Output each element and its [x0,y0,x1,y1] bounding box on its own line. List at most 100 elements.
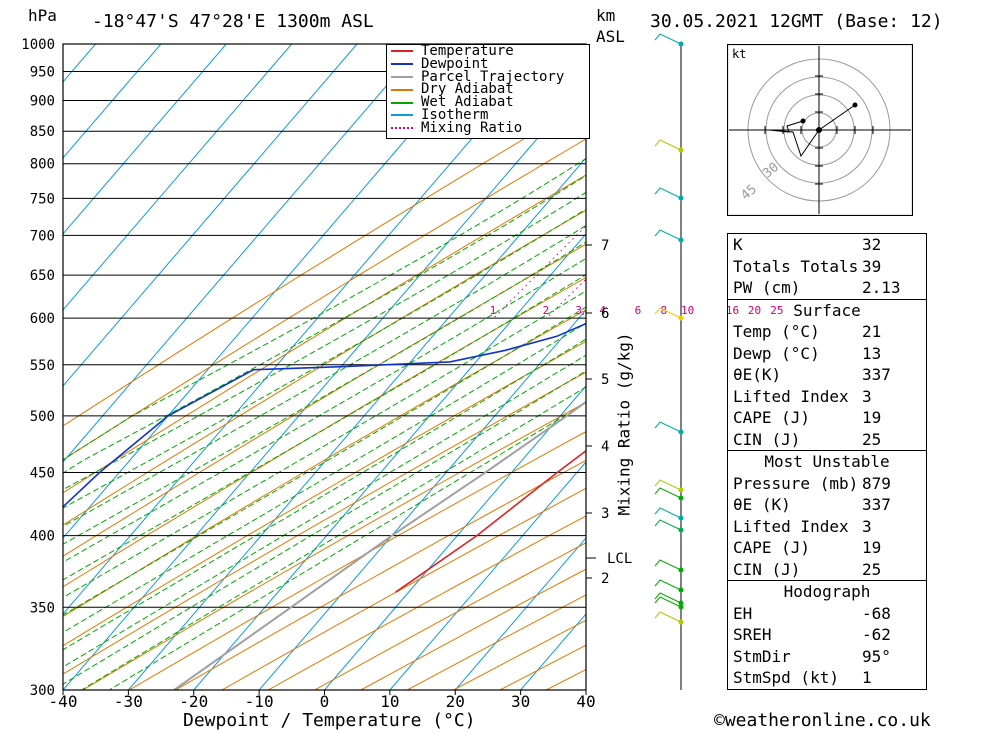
pressure-tick-label: 800 [30,157,55,173]
isotherm-line [63,44,293,311]
indices-general: K 32 Totals Totals 39 PW (cm) 2.13 [727,233,927,300]
wind-barb [654,559,682,571]
index-row: Pressure (mb) 879 [733,473,891,493]
index-row: CIN (J) 25 [733,429,882,449]
km-tick-label: 3 [601,506,609,522]
pressure-tick-label: 1000 [21,37,55,53]
legend-label: Dewpoint [421,55,489,72]
x-tick-label: -30 [114,692,143,711]
dry-adiabat-line [63,309,586,618]
legend-swatch [391,50,413,53]
index-row: StmDir 95° [733,646,891,666]
dry-adiabat-line [63,371,586,675]
copyright-footer[interactable]: ©weatheronline.co.uk [714,710,931,731]
wet-adiabat-line [63,322,586,634]
pressure-tick-label: 950 [30,65,55,81]
pressure-tick-label: 500 [30,409,55,425]
legend-label: Dry Adiabat [421,81,514,98]
mixing-ratio-label: 16 [726,304,739,317]
legend-item: Dry Adiabat [387,83,589,96]
legend-swatch [391,114,413,117]
legend-item: Dewpoint [387,55,589,72]
index-row: CAPE (J) 19 [733,538,882,557]
datetime-title: 30.05.2021 12GMT (Base: 12) [650,11,943,32]
index-row: EH -68 [733,603,891,623]
legend-item: Wet Adiabat [387,94,589,111]
isotherm-line [454,537,586,690]
legend-label: Wet Adiabat [421,94,514,111]
wet-adiabat-line [109,402,586,690]
isotherm-line [389,461,586,690]
hodograph-storm-vector [818,104,856,131]
series-line-dewpoint [63,322,586,690]
wind-barb [654,507,682,519]
wet-adiabat-line [63,224,586,527]
index-row: θE(K) 337 [733,365,891,384]
lcl-label: LCL [607,551,632,567]
pressure-tick-label: 750 [30,191,55,207]
dry-adiabat-line [63,276,586,588]
index-row: PW (cm) 2.13 [733,278,901,297]
x-tick-label: 40 [576,692,595,711]
wind-barb [654,229,682,241]
legend-label: Parcel Trajectory [421,68,565,85]
hpa-axis-label: hPa [28,6,57,25]
wind-barb [654,519,682,531]
wind-barb [654,139,682,151]
x-tick-label: 0 [320,692,330,711]
pressure-tick-label: 700 [30,228,55,244]
wet-adiabat-line [63,290,586,599]
x-axis-title: Dewpoint / Temperature (°C) [183,710,476,731]
isotherm-line [324,385,586,690]
dry-adiabat-line [63,340,586,647]
isotherm-line [127,157,586,690]
x-tick-label: -20 [179,692,208,711]
isotherm-line [63,44,227,235]
index-row: CIN (J) 25 [733,559,882,579]
wind-barb [654,487,682,499]
index-row: SREH -62 [733,625,891,644]
wind-barb [654,33,682,45]
legend-label: Mixing Ratio [421,119,523,136]
mixing-ratio-label: 2 [543,304,550,317]
index-row: K 32 [733,235,882,254]
dry-adiabat-line [128,431,586,690]
km-axis-label: km [596,6,616,25]
pressure-tick-label: 850 [30,124,55,140]
hodograph-unit-label: kt [732,47,746,61]
wind-barb [654,479,682,491]
pressure-tick-label: 300 [30,683,55,699]
isotherm-line [193,233,586,690]
legend-swatch [391,88,413,91]
km-tick-label: 2 [601,571,609,587]
pressure-tick-label: 400 [30,529,55,545]
mixing-ratio-label: 20 [748,304,761,317]
pressure-tick-label: 350 [30,600,55,616]
km-tick-label: 6 [601,306,609,322]
legend-item: Temperature [387,44,589,58]
isotherm-line [63,44,358,387]
legend: Temperature Dewpoint Parcel Trajectory Dry … [386,44,590,139]
hodograph: kt 30 45 [727,44,913,216]
series-line-temperature [395,449,586,593]
legend-label: Isotherm [421,106,489,123]
mixing-ratio-axis-title: Mixing Ratio (g/kg) [614,332,634,516]
legend-swatch [391,101,413,104]
km-tick-label: 5 [601,372,609,388]
indices-most-unstable: Most Unstable Pressure (mb) 879 θE (K) 337… [727,451,927,581]
section-title: Surface [793,300,861,320]
legend-item: Parcel Trajectory [387,68,589,85]
pressure-tick-label: 550 [30,358,55,374]
wind-barb [654,611,682,623]
km-tick-label: 4 [601,439,609,455]
pressure-tick-label: 650 [30,268,55,284]
wind-barb [654,592,682,604]
pressure-tick-label: 900 [30,94,55,110]
legend-swatch [391,127,413,130]
index-row: Lifted Index 3 [733,386,872,406]
legend-item: Mixing Ratio [387,119,589,136]
index-row: StmSpd (kt) 1 [733,668,872,687]
km-tick-label: 7 [601,238,609,254]
section-title: Hodograph [783,582,871,601]
